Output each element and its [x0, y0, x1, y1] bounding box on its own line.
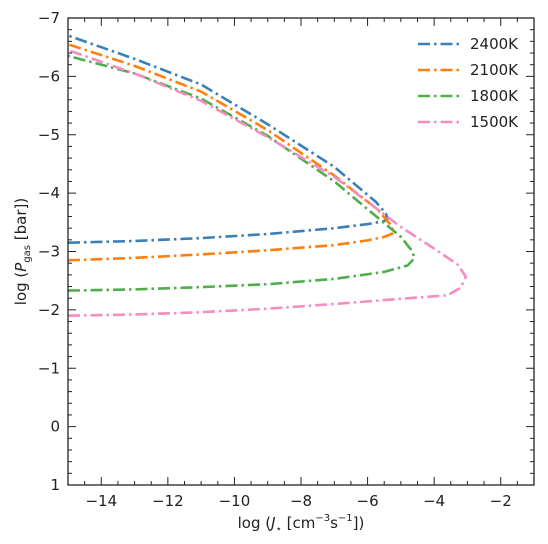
series-line-1500K — [67, 48, 468, 317]
x-tick-label: −2 — [490, 492, 512, 510]
y-tick-label: −3 — [38, 243, 60, 261]
legend-label-1500K: 1500K — [470, 113, 519, 131]
x-tick-label: −8 — [290, 492, 312, 510]
series-line-2400K — [67, 34, 389, 244]
axes-frame — [67, 17, 535, 486]
x-tick-label: −6 — [357, 492, 379, 510]
y-tick-label: −2 — [38, 301, 60, 319]
y-tick-label: −7 — [38, 9, 60, 27]
legend-label-1800K: 1800K — [470, 87, 519, 105]
y-axis-label: log (Pgas [bar]) — [12, 198, 33, 305]
series-layer — [67, 34, 468, 317]
y-tick-label: −5 — [38, 126, 60, 144]
x-tick-labels: −14 −12 −10 −8 −6 −4 −2 — [85, 492, 511, 510]
x-axis-label: log (J⋆ [cm−3s−1]) — [238, 513, 365, 535]
x-tick-label: −12 — [152, 492, 184, 510]
legend-label-2100K: 2100K — [470, 61, 519, 79]
plot-area — [67, 17, 535, 486]
y-tick-label: 1 — [50, 476, 60, 494]
x-tick-label: −4 — [423, 492, 445, 510]
legend: 2400K 2100K 1800K 1500K — [418, 35, 519, 131]
series-line-1800K — [67, 54, 416, 292]
series-line-2100K — [67, 43, 396, 262]
y-tick-label: −1 — [38, 359, 60, 377]
legend-label-2400K: 2400K — [470, 35, 519, 53]
y-tick-label: −6 — [38, 67, 60, 85]
y-tick-labels: −7 −6 −5 −4 −3 −2 −1 0 1 — [38, 9, 60, 494]
x-tick-label: −14 — [85, 492, 117, 510]
ticks-layer — [67, 17, 535, 486]
y-tick-label: −4 — [38, 184, 60, 202]
x-tick-label: −10 — [219, 492, 251, 510]
y-tick-label: 0 — [50, 418, 60, 436]
